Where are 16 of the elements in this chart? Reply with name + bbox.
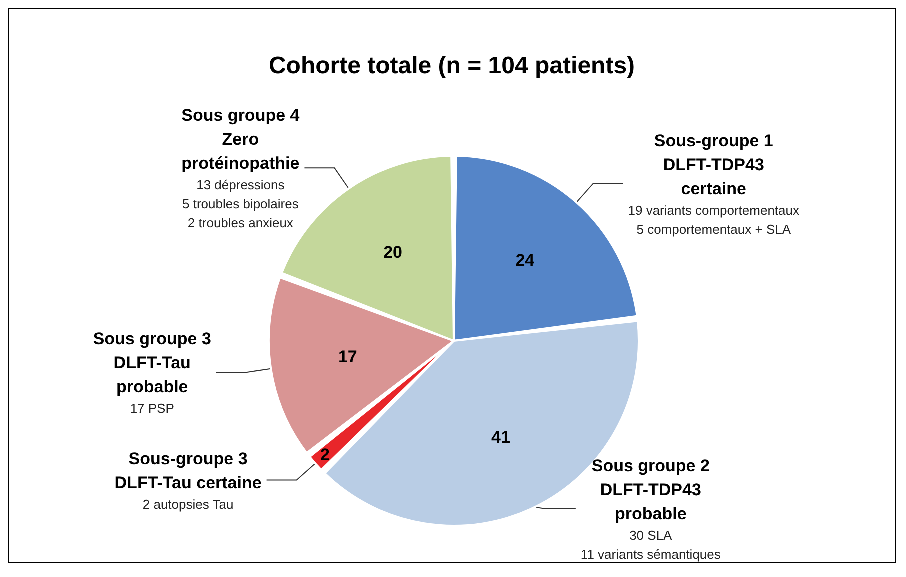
slice-label: Sous groupe 2 DLFT-TDP43 probable	[592, 456, 710, 524]
data-label: 2	[320, 446, 330, 465]
chart-title: Cohorte totale (n = 104 patients)	[268, 52, 636, 80]
text: 30 SLA 11 variants sémantiques	[580, 528, 722, 562]
data-label: 20	[384, 243, 403, 262]
slice-label: Sous groupe 3 DLFT-Tau probable	[93, 330, 212, 397]
data-label: 24	[516, 251, 536, 270]
text: 19 variants comportementaux 5 comportementaux + SLA	[628, 202, 800, 237]
slice-label: Sous-groupe 1 DLFT-TDP43 certaine	[654, 131, 774, 198]
text: 13 dépressions 5 troubles bipolaires 2 troubles anxieux	[182, 178, 300, 231]
text: 17 PSP	[130, 401, 174, 416]
data-label: 17	[338, 348, 358, 367]
slice-label: Sous-groupe 3 DLFT-Tau certaine	[114, 449, 262, 492]
slice-label: Sous groupe 4 Zero protéinopathie	[182, 106, 300, 174]
text: 2 autopsies Tau	[142, 496, 234, 512]
data-label: 41	[492, 428, 510, 447]
